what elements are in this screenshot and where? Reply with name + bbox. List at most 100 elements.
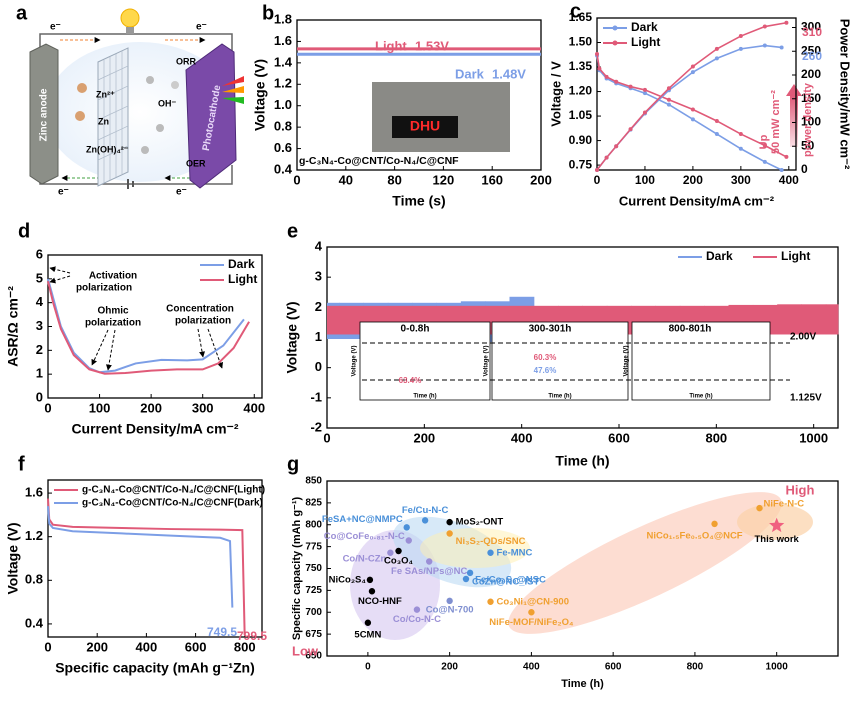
point bbox=[690, 64, 695, 69]
annotation: Activation bbox=[89, 271, 137, 282]
point-label: Co@N-700 bbox=[426, 604, 474, 615]
point bbox=[364, 619, 372, 626]
point bbox=[413, 606, 421, 613]
point bbox=[666, 86, 671, 91]
point bbox=[426, 558, 433, 565]
up-arrow-head bbox=[786, 84, 802, 96]
light-ray bbox=[222, 97, 244, 104]
y-tick-label: 1.2 bbox=[274, 76, 292, 91]
point bbox=[711, 520, 718, 528]
x-axis-label: Time (h) bbox=[561, 678, 604, 690]
y-tick-label: 0.4 bbox=[25, 615, 44, 630]
y-tick-label: 725 bbox=[305, 585, 322, 596]
annotation: 47.6% bbox=[534, 366, 557, 375]
y-tick-label: 650 bbox=[305, 651, 322, 662]
y2-tick-label: 0 bbox=[801, 162, 808, 176]
point bbox=[403, 524, 410, 531]
y2-tick-label: 150 bbox=[801, 91, 821, 105]
x-tick-label: 40 bbox=[339, 172, 353, 187]
ion-label: OH⁻ bbox=[158, 98, 177, 108]
x-tick-label: 800 bbox=[234, 639, 256, 654]
point-label: FeSA+NC@NMPC bbox=[322, 514, 403, 525]
x-tick-label: 100 bbox=[89, 400, 111, 415]
series-line bbox=[47, 498, 246, 635]
y-axis-label: Voltage (V) bbox=[5, 522, 21, 594]
annotation: polarization bbox=[76, 283, 132, 294]
point bbox=[714, 132, 719, 137]
annotation: 799.5 bbox=[237, 629, 267, 643]
legend-marker bbox=[612, 25, 618, 31]
up-arrow bbox=[790, 95, 798, 147]
y-tick-label: 825 bbox=[305, 498, 322, 509]
separator bbox=[97, 47, 129, 187]
x-tick-label: 0 bbox=[365, 662, 371, 673]
point bbox=[387, 549, 394, 556]
point-label: NiCo₁.₅Fe₀.₅O₄@NCF bbox=[646, 530, 742, 541]
y-axis-label: Voltage (V) bbox=[252, 59, 268, 131]
point bbox=[642, 87, 647, 92]
point bbox=[666, 102, 671, 107]
y-tick-label: -1 bbox=[310, 389, 322, 404]
x-tick-label: 0 bbox=[44, 400, 51, 415]
x-tick-label: 0 bbox=[44, 639, 51, 654]
x-tick-label: 600 bbox=[608, 430, 630, 445]
annotation: polarization bbox=[85, 318, 141, 329]
star-point bbox=[769, 517, 785, 533]
annotation: g-C₃N₄-Co@CNT/Co-N₄/C@CNF bbox=[299, 155, 459, 167]
zinc-anode bbox=[29, 43, 59, 185]
x-tick-label: 200 bbox=[530, 172, 552, 187]
panel-label: a bbox=[16, 2, 28, 24]
arrow bbox=[207, 328, 223, 369]
y-tick-label: 4 bbox=[36, 294, 44, 309]
x-axis-label: Time (s) bbox=[392, 193, 445, 209]
x-tick-label: 300 bbox=[731, 173, 751, 187]
y-tick-label: 2 bbox=[315, 299, 322, 314]
reaction-label: ORR bbox=[176, 56, 197, 66]
region bbox=[508, 492, 782, 634]
electron-label: e⁻ bbox=[58, 187, 69, 198]
ion bbox=[146, 76, 154, 84]
y-tick-label: 0.6 bbox=[274, 140, 292, 155]
x-tick-label: 160 bbox=[481, 172, 503, 187]
point-label: Co@CoFe₀.₈₁-N-C bbox=[324, 531, 405, 542]
point bbox=[628, 127, 633, 132]
inset-x-label: Time (h) bbox=[548, 394, 571, 400]
point-label: NiCo₂S₄ bbox=[329, 574, 367, 585]
point bbox=[395, 547, 402, 555]
x-tick-label: 200 bbox=[86, 639, 108, 654]
y-tick-label: 0.75 bbox=[569, 157, 593, 171]
legend-label: Dark bbox=[706, 249, 733, 263]
annotation: 1.48V bbox=[492, 66, 526, 81]
inset bbox=[631, 321, 771, 401]
y-tick-label: 0.8 bbox=[25, 572, 43, 587]
arrow bbox=[197, 328, 206, 358]
annotation: 800-801h bbox=[669, 324, 712, 335]
point bbox=[714, 118, 719, 123]
point bbox=[595, 51, 599, 56]
x-tick-label: 0 bbox=[293, 172, 300, 187]
point bbox=[487, 549, 494, 556]
y-tick-label: 3 bbox=[315, 269, 322, 284]
annotation: 310 bbox=[802, 25, 822, 39]
x-axis-label: Current Density/mA cm⁻² bbox=[619, 193, 775, 208]
annotation: 50 mW cm⁻² bbox=[770, 90, 782, 154]
x-tick-label: 400 bbox=[779, 173, 799, 187]
y-tick-label: 0 bbox=[36, 389, 43, 404]
x-tick-label: 120 bbox=[433, 172, 455, 187]
annotation: Up bbox=[758, 134, 770, 149]
y-tick-label: 1.20 bbox=[569, 84, 593, 98]
annotation: Ohmic bbox=[97, 306, 129, 317]
y-axis-label: Voltage (V) bbox=[284, 301, 300, 373]
y-tick-label: 5 bbox=[36, 270, 43, 285]
point bbox=[366, 576, 374, 584]
y-tick-label: 6 bbox=[36, 246, 43, 261]
point-label: Fe/Cu-N-C bbox=[402, 505, 449, 516]
ion-label: Zn(OH)₄²⁻ bbox=[86, 144, 129, 154]
ion-label: Zn bbox=[98, 116, 109, 126]
x-tick-label: 600 bbox=[185, 639, 207, 654]
point bbox=[466, 569, 474, 577]
x-tick-label: 400 bbox=[523, 662, 540, 673]
legend-label: Light bbox=[781, 249, 810, 263]
annotation: polarization bbox=[175, 316, 231, 327]
point-label: This work bbox=[755, 534, 800, 545]
